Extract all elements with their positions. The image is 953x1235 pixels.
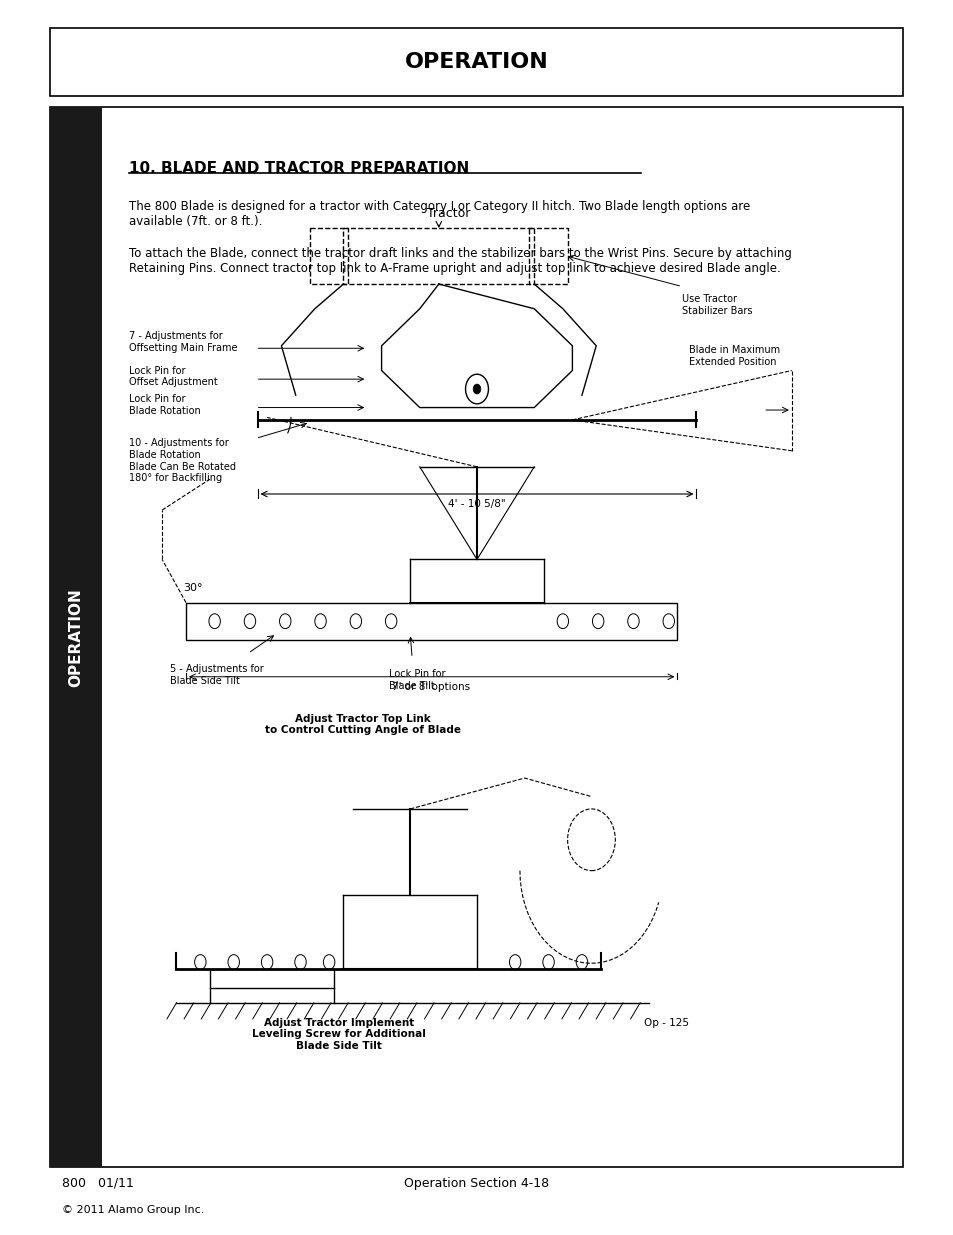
Text: 4' - 10 5/8": 4' - 10 5/8": [448, 499, 505, 509]
Bar: [50, 107, 102, 1167]
Text: 5 - Adjustments for
Blade Side Tilt: 5 - Adjustments for Blade Side Tilt: [170, 664, 263, 685]
Text: Lock Pin for
Blade Tilt: Lock Pin for Blade Tilt: [389, 669, 445, 690]
Text: 7 - Adjustments for
Offsetting Main Frame: 7 - Adjustments for Offsetting Main Fram…: [129, 331, 237, 353]
Text: Lock Pin for
Offset Adjustment: Lock Pin for Offset Adjustment: [129, 366, 217, 388]
Text: 10 - Adjustments for
Blade Rotation
Blade Can Be Rotated
180° for Backfilling: 10 - Adjustments for Blade Rotation Blad…: [129, 438, 235, 483]
Circle shape: [473, 384, 480, 394]
Text: Adjust Tractor Top Link
to Control Cutting Angle of Blade: Adjust Tractor Top Link to Control Cutti…: [264, 714, 460, 735]
Text: 800   01/11: 800 01/11: [62, 1177, 133, 1189]
Text: Lock Pin for
Blade Rotation: Lock Pin for Blade Rotation: [129, 394, 200, 416]
Text: 30°: 30°: [183, 583, 202, 593]
Text: Tractor: Tractor: [426, 206, 470, 220]
Text: Op - 125: Op - 125: [643, 1018, 688, 1028]
Text: 10. BLADE AND TRACTOR PREPARATION: 10. BLADE AND TRACTOR PREPARATION: [129, 161, 469, 175]
Text: © 2011 Alamo Group Inc.: © 2011 Alamo Group Inc.: [62, 1205, 204, 1215]
Text: OPERATION: OPERATION: [68, 588, 83, 687]
Text: Operation Section 4-18: Operation Section 4-18: [404, 1177, 549, 1189]
Text: 7' or 8' options: 7' or 8' options: [392, 682, 470, 692]
Text: To attach the Blade, connect the tractor draft links and the stabilizer bars to : To attach the Blade, connect the tractor…: [129, 247, 791, 275]
Text: Adjust Tractor Implement
Leveling Screw for Additional
Blade Side Tilt: Adjust Tractor Implement Leveling Screw …: [252, 1018, 425, 1051]
FancyBboxPatch shape: [50, 28, 902, 96]
FancyBboxPatch shape: [50, 107, 902, 1167]
Text: OPERATION: OPERATION: [405, 52, 548, 72]
Text: The 800 Blade is designed for a tractor with Category I or Category II hitch. Tw: The 800 Blade is designed for a tractor …: [129, 200, 749, 228]
Text: Blade in Maximum
Extended Position: Blade in Maximum Extended Position: [688, 346, 780, 367]
Text: Use Tractor
Stabilizer Bars: Use Tractor Stabilizer Bars: [681, 294, 752, 315]
